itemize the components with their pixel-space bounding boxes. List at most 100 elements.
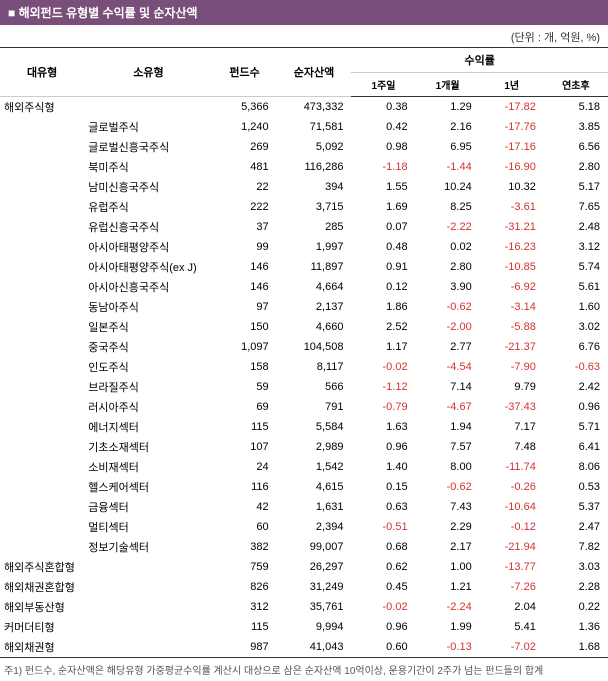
cell-cat: [0, 257, 84, 277]
cell-sub: 아시아신흥국주식: [84, 277, 212, 297]
cell-ytd: 1.68: [544, 637, 608, 657]
cell-cat: [0, 197, 84, 217]
cell-sub: [84, 577, 212, 597]
cell-sub: 정보기술섹터: [84, 537, 212, 557]
table-row: 금융섹터421,6310.637.43-10.645.37: [0, 497, 608, 517]
table-row: 헬스케어섹터1164,6150.15-0.62-0.260.53: [0, 477, 608, 497]
cell-r1m: 1.99: [416, 617, 480, 637]
cell-r1y: -3.61: [480, 197, 544, 217]
cell-count: 481: [213, 157, 277, 177]
cell-r1y: 10.32: [480, 177, 544, 197]
cell-nav: 71,581: [277, 117, 352, 137]
cell-ytd: 2.42: [544, 377, 608, 397]
cell-count: 116: [213, 477, 277, 497]
cell-r1m: 8.25: [416, 197, 480, 217]
cell-r1m: 6.95: [416, 137, 480, 157]
cell-cat: [0, 357, 84, 377]
col-category: 대유형: [0, 48, 84, 97]
cell-cat: [0, 277, 84, 297]
cell-ytd: 8.06: [544, 457, 608, 477]
cell-r1y: -7.02: [480, 637, 544, 657]
table-row: 해외부동산형31235,761-0.02-2.242.040.22: [0, 597, 608, 617]
cell-nav: 1,997: [277, 237, 352, 257]
cell-ytd: 7.82: [544, 537, 608, 557]
table-row: 아시아신흥국주식1464,6640.123.90-6.925.61: [0, 277, 608, 297]
cell-r1m: -2.24: [416, 597, 480, 617]
cell-sub: [84, 637, 212, 657]
cell-nav: 11,897: [277, 257, 352, 277]
cell-r1w: 1.55: [351, 177, 415, 197]
cell-r1m: 1.29: [416, 97, 480, 118]
cell-count: 42: [213, 497, 277, 517]
cell-ytd: 3.85: [544, 117, 608, 137]
cell-ytd: 5.37: [544, 497, 608, 517]
cell-ytd: 3.12: [544, 237, 608, 257]
cell-r1m: 2.80: [416, 257, 480, 277]
cell-r1m: 0.02: [416, 237, 480, 257]
col-returns-group: 수익률: [351, 48, 608, 73]
table-row: 소비재섹터241,5421.408.00-11.748.06: [0, 457, 608, 477]
cell-sub: 중국주식: [84, 337, 212, 357]
cell-sub: 인도주식: [84, 357, 212, 377]
cell-nav: 1,542: [277, 457, 352, 477]
cell-r1m: -0.62: [416, 477, 480, 497]
table-row: 글로벌신흥국주식2695,0920.986.95-17.166.56: [0, 137, 608, 157]
cell-sub: [84, 617, 212, 637]
table-row: 아시아태평양주식991,9970.480.02-16.233.12: [0, 237, 608, 257]
cell-nav: 566: [277, 377, 352, 397]
cell-ytd: 2.48: [544, 217, 608, 237]
cell-r1m: -2.00: [416, 317, 480, 337]
cell-r1w: -0.79: [351, 397, 415, 417]
cell-sub: 소비재섹터: [84, 457, 212, 477]
cell-count: 150: [213, 317, 277, 337]
cell-count: 382: [213, 537, 277, 557]
cell-nav: 9,994: [277, 617, 352, 637]
cell-count: 107: [213, 437, 277, 457]
cell-r1m: 2.77: [416, 337, 480, 357]
col-1week: 1주일: [351, 73, 415, 97]
cell-sub: 헬스케어섹터: [84, 477, 212, 497]
cell-r1y: -16.90: [480, 157, 544, 177]
cell-cat: 해외주식형: [0, 97, 84, 118]
table-row: 멀티섹터602,394-0.512.29-0.122.47: [0, 517, 608, 537]
cell-ytd: 0.53: [544, 477, 608, 497]
cell-count: 146: [213, 277, 277, 297]
cell-cat: [0, 477, 84, 497]
cell-count: 37: [213, 217, 277, 237]
cell-sub: 남미신흥국주식: [84, 177, 212, 197]
cell-cat: [0, 457, 84, 477]
cell-count: 269: [213, 137, 277, 157]
col-nav: 순자산액: [277, 48, 352, 97]
cell-r1w: -0.51: [351, 517, 415, 537]
cell-ytd: 5.71: [544, 417, 608, 437]
cell-r1w: 1.40: [351, 457, 415, 477]
cell-cat: [0, 437, 84, 457]
cell-ytd: 2.80: [544, 157, 608, 177]
cell-r1m: 1.00: [416, 557, 480, 577]
cell-ytd: 5.61: [544, 277, 608, 297]
cell-r1w: 0.62: [351, 557, 415, 577]
cell-sub: 글로벌주식: [84, 117, 212, 137]
cell-r1y: 7.17: [480, 417, 544, 437]
cell-nav: 4,664: [277, 277, 352, 297]
cell-cat: [0, 517, 84, 537]
cell-ytd: 0.22: [544, 597, 608, 617]
cell-r1w: 0.96: [351, 437, 415, 457]
cell-nav: 3,715: [277, 197, 352, 217]
cell-r1y: -10.64: [480, 497, 544, 517]
cell-count: 222: [213, 197, 277, 217]
cell-cat: 해외채권형: [0, 637, 84, 657]
cell-count: 24: [213, 457, 277, 477]
cell-sub: [84, 97, 212, 118]
cell-r1w: 0.12: [351, 277, 415, 297]
table-row: 커머더티형1159,9940.961.995.411.36: [0, 617, 608, 637]
cell-r1y: -21.94: [480, 537, 544, 557]
cell-nav: 791: [277, 397, 352, 417]
cell-nav: 5,092: [277, 137, 352, 157]
cell-nav: 99,007: [277, 537, 352, 557]
cell-r1w: 2.52: [351, 317, 415, 337]
cell-r1m: 10.24: [416, 177, 480, 197]
cell-cat: [0, 377, 84, 397]
col-1year: 1년: [480, 73, 544, 97]
cell-r1m: -0.62: [416, 297, 480, 317]
